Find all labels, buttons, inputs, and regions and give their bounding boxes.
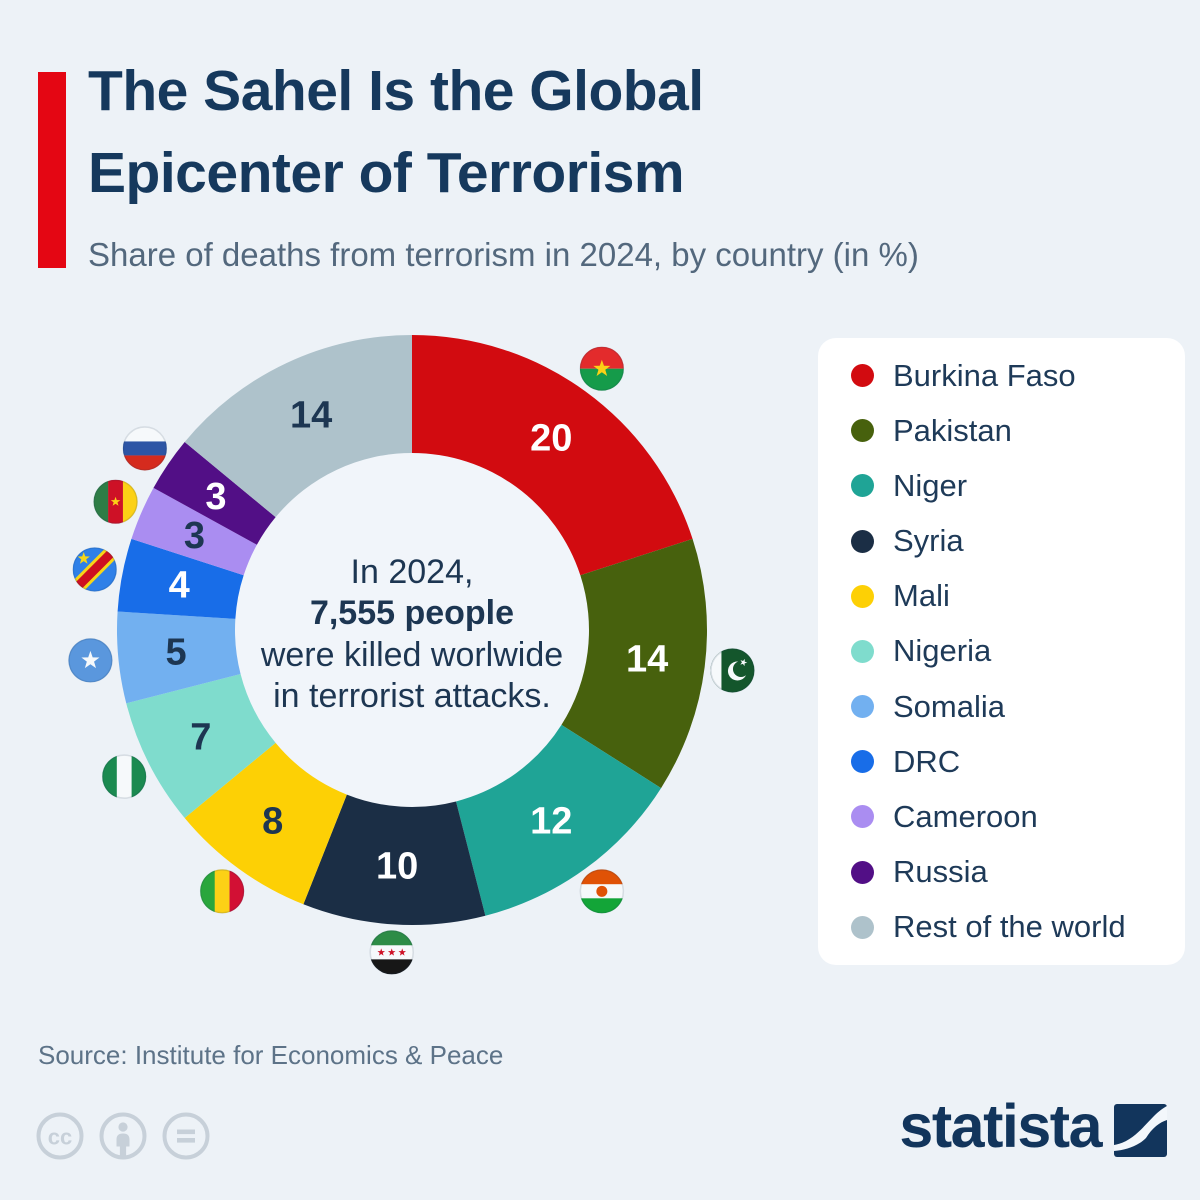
donut-slice-nigeria: [126, 674, 276, 819]
legend-label-somalia: Somalia: [893, 688, 1005, 724]
donut-center-text: In 2024, 7,555 people were killed worlwi…: [232, 552, 592, 718]
statista-logo[interactable]: statista: [899, 1092, 1167, 1161]
slice-value-nigeria: 7: [190, 717, 211, 759]
slice-value-somalia: 5: [165, 631, 186, 673]
title-accent-bar: [38, 72, 66, 268]
legend-item-cameroon: Cameroon: [851, 799, 1185, 835]
statista-logo-mark: [1114, 1104, 1167, 1157]
legend-dot-somalia: [851, 695, 874, 719]
legend-label-burkina-faso: Burkina Faso: [893, 357, 1076, 393]
legend-label-pakistan: Pakistan: [893, 412, 1012, 448]
flag-drc-icon: [72, 547, 117, 592]
flag-burkina-faso-icon: [579, 346, 625, 391]
svg-text:cc: cc: [48, 1125, 72, 1150]
legend-dot-mali: [851, 584, 874, 608]
flag-nigeria-icon: [101, 754, 147, 799]
donut-slice-syria: [303, 794, 486, 925]
legend-dot-drc: [851, 750, 874, 774]
legend-label-nigeria: Nigeria: [893, 633, 992, 669]
donut-slice-russia: [153, 441, 276, 545]
slice-value-russia: 3: [205, 476, 226, 518]
slice-value-niger: 12: [530, 801, 572, 843]
legend-item-nigeria: Nigeria: [851, 633, 1185, 669]
cc-icon[interactable]: cc: [36, 1112, 84, 1160]
legend-item-somalia: Somalia: [851, 689, 1185, 725]
source-note: Source: Institute for Economics & Peace: [38, 1040, 504, 1070]
slice-value-mali: 8: [262, 801, 283, 843]
legend-dot-cameroon: [851, 805, 874, 829]
legend-dot-rest-of-the-world: [851, 915, 874, 939]
legend-item-mali: Mali: [851, 578, 1185, 614]
legend-dot-nigeria: [851, 639, 874, 663]
legend-dot-pakistan: [851, 419, 874, 443]
legend-dot-syria: [851, 529, 874, 553]
slice-value-burkina-faso: 20: [530, 417, 572, 459]
slice-value-syria: 10: [376, 846, 418, 888]
slice-value-cameroon: 3: [184, 515, 205, 557]
legend-dot-burkina-faso: [851, 364, 874, 388]
legend-label-syria: Syria: [893, 523, 964, 559]
flag-somalia-icon: [68, 638, 113, 683]
legend-item-rest-of-the-world: Rest of the world: [851, 909, 1185, 945]
chart-subtitle: Share of deaths from terrorism in 2024, …: [88, 236, 919, 273]
donut-slice-cameroon: [131, 487, 257, 576]
flag-pakistan-icon: [710, 648, 755, 693]
legend-label-drc: DRC: [893, 743, 961, 779]
center-text-line4: in terrorist attacks.: [273, 677, 551, 716]
attribution-by-icon[interactable]: [99, 1112, 147, 1160]
license-icons: cc: [36, 1112, 210, 1160]
flag-mali-icon: [199, 869, 245, 914]
statista-wordmark: statista: [899, 1092, 1102, 1160]
slice-value-rest-of-the-world: 14: [290, 395, 332, 437]
chart-legend: Burkina Faso Pakistan Niger Syria Mali Nigeri…: [818, 338, 1185, 965]
legend-item-niger: Niger: [851, 468, 1185, 504]
page-title: The Sahel Is the Global Epicenter of Ter…: [88, 50, 704, 214]
legend-item-burkina-faso: Burkina Faso: [851, 358, 1185, 394]
donut-slice-niger: [456, 724, 662, 916]
center-text-line3: were killed worlwide: [260, 635, 564, 674]
flag-cameroon-icon: [93, 479, 138, 524]
legend-item-syria: Syria: [851, 523, 1185, 559]
donut-slice-rest-of-the-world: [184, 335, 412, 518]
legend-label-rest-of-the-world: Rest of the world: [893, 909, 1126, 945]
center-text-line2: 7,555 people: [309, 594, 515, 633]
legend-label-cameroon: Cameroon: [893, 798, 1038, 834]
title-line-2: Epicenter of Terrorism: [88, 141, 685, 206]
donut-hole: [235, 453, 589, 807]
legend-dot-russia: [851, 860, 874, 884]
donut-slice-mali: [184, 742, 347, 905]
no-derivatives-icon[interactable]: [162, 1112, 210, 1160]
slice-value-drc: 4: [169, 565, 190, 607]
legend-label-mali: Mali: [893, 578, 950, 614]
legend-item-russia: Russia: [851, 854, 1185, 890]
flag-syria-icon: [369, 930, 414, 975]
legend-item-pakistan: Pakistan: [851, 413, 1185, 449]
slice-value-pakistan: 14: [626, 639, 668, 681]
donut-slice-burkina-faso: [412, 335, 693, 576]
flag-russia-icon: [122, 426, 168, 471]
donut-slice-pakistan: [561, 538, 707, 789]
legend-label-niger: Niger: [893, 467, 968, 503]
legend-label-russia: Russia: [893, 854, 988, 890]
donut-slice-drc: [117, 538, 244, 619]
legend-dot-niger: [851, 474, 874, 498]
donut-slice-somalia: [117, 611, 241, 704]
title-line-1: The Sahel Is the Global: [88, 59, 704, 123]
center-text-line1: In 2024,: [350, 553, 474, 591]
flag-niger-icon: [579, 869, 625, 914]
legend-item-drc: DRC: [851, 744, 1185, 780]
